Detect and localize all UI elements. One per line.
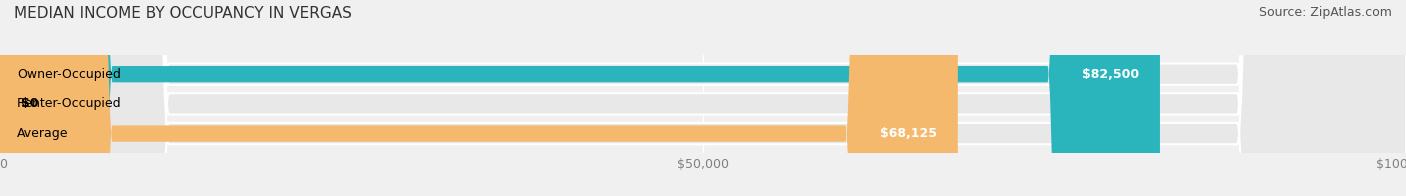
FancyBboxPatch shape <box>0 0 1160 196</box>
FancyBboxPatch shape <box>0 0 957 196</box>
Text: Average: Average <box>17 127 69 140</box>
Text: $68,125: $68,125 <box>880 127 936 140</box>
Text: $82,500: $82,500 <box>1081 68 1139 81</box>
Text: Source: ZipAtlas.com: Source: ZipAtlas.com <box>1258 6 1392 19</box>
Text: Renter-Occupied: Renter-Occupied <box>17 97 121 110</box>
Text: MEDIAN INCOME BY OCCUPANCY IN VERGAS: MEDIAN INCOME BY OCCUPANCY IN VERGAS <box>14 6 352 21</box>
Text: Owner-Occupied: Owner-Occupied <box>17 68 121 81</box>
Text: $0: $0 <box>21 97 38 110</box>
